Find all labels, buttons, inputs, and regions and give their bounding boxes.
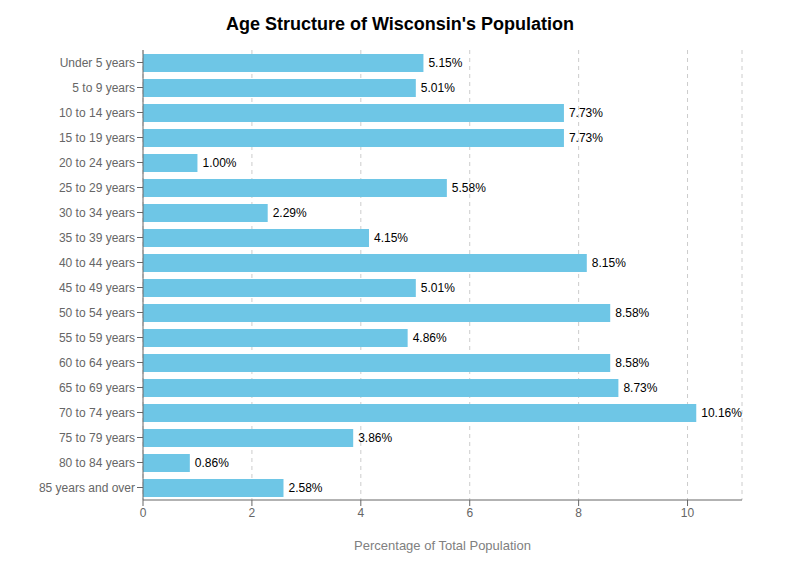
svg-text:8.58%: 8.58%	[615, 306, 649, 320]
svg-text:4.86%: 4.86%	[413, 331, 447, 345]
svg-text:2: 2	[249, 506, 256, 520]
svg-text:70 to 74 years: 70 to 74 years	[59, 406, 135, 420]
svg-text:5.01%: 5.01%	[421, 281, 455, 295]
svg-text:1.00%: 1.00%	[202, 156, 236, 170]
svg-text:30 to 34 years: 30 to 34 years	[59, 206, 135, 220]
svg-text:7.73%: 7.73%	[569, 106, 603, 120]
svg-text:60 to 64 years: 60 to 64 years	[59, 356, 135, 370]
svg-text:65 to 69 years: 65 to 69 years	[59, 381, 135, 395]
svg-text:7.73%: 7.73%	[569, 131, 603, 145]
svg-text:8.58%: 8.58%	[615, 356, 649, 370]
svg-text:8: 8	[575, 506, 582, 520]
svg-text:5.01%: 5.01%	[421, 81, 455, 95]
svg-text:4: 4	[357, 506, 364, 520]
html-text:Age Structure of Wisconsin's P: Age Structure of Wisconsin's Population	[225, 14, 575, 34]
svg-text:10 to 14 years: 10 to 14 years	[59, 106, 135, 120]
svg-text:8.73%: 8.73%	[623, 381, 657, 395]
svg-text:20 to 24 years: 20 to 24 years	[59, 156, 135, 170]
svg-text:85 years and over: 85 years and over	[39, 481, 135, 495]
svg-text:Percentage of Total Population: Percentage of Total Population	[354, 538, 531, 553]
svg-text:5.15%: 5.15%	[428, 56, 462, 70]
svg-text:45 to 49 years: 45 to 49 years	[59, 281, 135, 295]
svg-text:3.86%: 3.86%	[358, 431, 392, 445]
svg-text:35 to 39 years: 35 to 39 years	[59, 231, 135, 245]
svg-text:0: 0	[140, 506, 147, 520]
svg-text:80 to 84 years: 80 to 84 years	[59, 456, 135, 470]
svg-text:25 to 29 years: 25 to 29 years	[59, 181, 135, 195]
svg-text:55 to 59 years: 55 to 59 years	[59, 331, 135, 345]
svg-text:0.86%: 0.86%	[195, 456, 229, 470]
svg-text:5 to 9 years: 5 to 9 years	[72, 81, 135, 95]
svg-text:50 to 54 years: 50 to 54 years	[59, 306, 135, 320]
svg-text:75 to 79 years: 75 to 79 years	[59, 431, 135, 445]
svg-text:4.15%: 4.15%	[374, 231, 408, 245]
svg-text:40 to 44 years: 40 to 44 years	[59, 256, 135, 270]
svg-text:2.29%: 2.29%	[273, 206, 307, 220]
svg-text:2.58%: 2.58%	[288, 481, 322, 495]
svg-text:10: 10	[681, 506, 695, 520]
svg-text:15 to 19 years: 15 to 19 years	[59, 131, 135, 145]
svg-text:5.58%: 5.58%	[452, 181, 486, 195]
svg-text:Under 5 years: Under 5 years	[60, 56, 135, 70]
svg-text:8.15%: 8.15%	[592, 256, 626, 270]
svg-text:10.16%: 10.16%	[701, 406, 742, 420]
svg-text:6: 6	[466, 506, 473, 520]
